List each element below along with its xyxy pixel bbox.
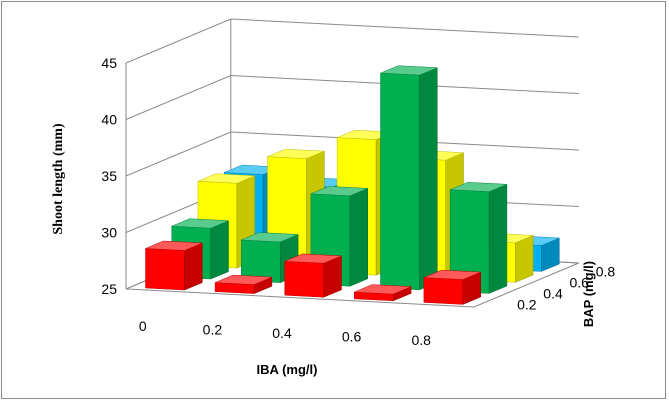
x-tick-label: 0.6 <box>342 329 362 345</box>
bar-top-face <box>450 182 507 192</box>
bar-top-face <box>215 274 272 285</box>
bar-side-face <box>210 220 229 280</box>
bars <box>145 65 560 305</box>
bar-side-face <box>488 183 508 294</box>
bar <box>354 284 412 302</box>
floor-front-edges <box>125 262 579 308</box>
bar-top-face <box>423 269 481 280</box>
bar-top-face <box>145 240 203 251</box>
z-tick-labels: 0.2 0.4 0.6 0.8 <box>517 264 615 313</box>
bar <box>380 65 438 291</box>
z-tick-label: 0.8 <box>596 264 616 280</box>
y-tick-label: 45 <box>101 55 117 71</box>
y-tick-label: 35 <box>101 168 117 184</box>
bar-front-face <box>380 72 420 291</box>
bar-front-face <box>423 277 464 305</box>
bar-front-face <box>145 248 185 291</box>
y-tick-label: 25 <box>101 281 117 297</box>
bar <box>284 253 342 298</box>
bar-side-face <box>184 242 203 291</box>
x-tick-label: 0.2 <box>203 321 223 337</box>
y-tick-labels: 25 30 35 40 45 <box>101 55 117 297</box>
gridline <box>125 74 579 120</box>
bar-top-face <box>380 65 438 76</box>
bar-front-face <box>284 261 324 298</box>
bar <box>423 269 481 305</box>
x-tick-label: 0 <box>139 318 147 334</box>
z-tick-label: 0.4 <box>543 286 563 302</box>
bar-top-face <box>284 253 342 264</box>
bar-top-face <box>171 218 229 229</box>
bar-side-face <box>349 188 368 287</box>
bar-top-face <box>354 284 412 295</box>
bar <box>214 274 273 294</box>
z-tick-label: 0.2 <box>517 297 537 313</box>
bar <box>449 182 508 294</box>
gridline <box>125 18 579 64</box>
y-tick-label: 30 <box>101 225 117 241</box>
bar <box>145 240 203 291</box>
bar-side-face <box>419 67 438 291</box>
bar-top-face <box>197 173 255 184</box>
x-tick-label: 0.4 <box>272 325 292 341</box>
x-tick-labels: 0 0.2 0.4 0.6 0.8 <box>139 318 431 348</box>
y-tick-label: 40 <box>101 112 117 128</box>
x-tick-label: 0.8 <box>411 332 431 348</box>
y-axis-title: Shoot length (mm) <box>51 123 66 235</box>
x-axis-title: IBA (mg/l) <box>257 362 318 377</box>
z-tick-label: 0.6 <box>570 275 590 291</box>
z-axis-title: BAP (mg/l) <box>581 261 596 327</box>
bar-top-face <box>310 186 368 197</box>
bar-top-face <box>267 148 325 159</box>
bar-side-face <box>515 235 534 283</box>
bar-top-face <box>241 232 299 243</box>
gridline <box>125 131 579 177</box>
